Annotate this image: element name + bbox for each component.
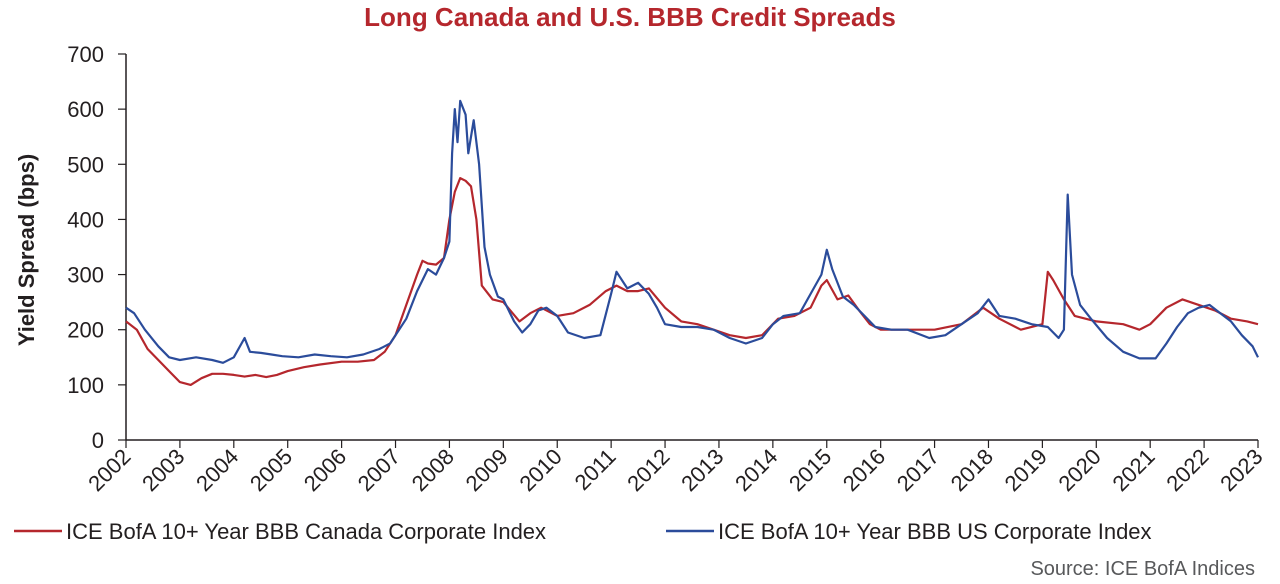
x-tick-label: 2007 [353,444,405,496]
chart-title: Long Canada and U.S. BBB Credit Spreads [364,2,896,32]
x-tick-label: 2005 [245,444,297,496]
y-axis-label: Yield Spread (bps) [14,154,39,346]
x-tick-label: 2014 [730,444,782,496]
y-tick-label: 500 [67,152,104,177]
series-line-canada [125,177,1259,386]
x-tick-label: 2010 [514,444,566,496]
x-tick-label: 2013 [676,444,728,496]
x-tick-label: 2022 [1161,444,1213,496]
axes [125,54,1258,441]
y-tick-label: 0 [92,428,104,453]
x-tick-label: 2012 [622,444,674,496]
x-tick-label: 2023 [1215,444,1267,496]
legend-label-us: ICE BofA 10+ Year BBB US Corporate Index [718,519,1152,544]
x-tick-label: 2016 [838,444,890,496]
x-tick-label: 2009 [461,444,513,496]
y-tick-label: 600 [67,97,104,122]
x-tick-label: 2017 [892,444,944,496]
x-tick-label: 2021 [1107,444,1159,496]
x-tick-label: 2015 [784,444,836,496]
y-ticks: 0 100 200 300 400 500 600 700 [67,42,126,453]
y-tick-label: 200 [67,318,104,343]
y-tick-label: 100 [67,373,104,398]
y-tick-label: 400 [67,207,104,232]
x-tick-label: 2019 [1000,444,1052,496]
x-tick-label: 2003 [137,444,189,496]
legend: ICE BofA 10+ Year BBB Canada Corporate I… [14,519,1152,544]
x-tick-label: 2018 [946,444,998,496]
y-tick-label: 300 [67,263,104,288]
x-tick-label: 2008 [407,444,459,496]
x-tick-label: 2020 [1054,444,1106,496]
series-group [125,99,1259,386]
x-tick-label: 2011 [570,444,621,495]
series-line-us [125,99,1259,364]
x-tick-label: 2004 [191,444,243,496]
x-tick-label: 2006 [299,444,351,496]
x-ticks: 2002 2003 2004 2005 2006 2007 2008 2009 2010 2011… [83,440,1268,496]
y-tick-label: 700 [67,42,104,67]
legend-label-canada: ICE BofA 10+ Year BBB Canada Corporate I… [66,519,546,544]
source-note: Source: ICE BofA Indices [1030,558,1255,580]
